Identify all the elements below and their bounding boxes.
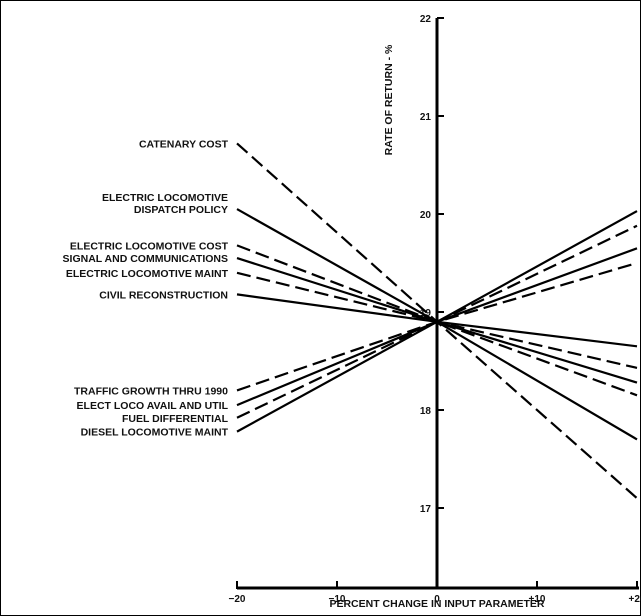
series-label: DISPATCH POLICY bbox=[134, 204, 228, 216]
series-label: ELECTRIC LOCOMOTIVE COST bbox=[70, 240, 229, 252]
series-labels: CATENARY COST ELECTRIC LOCOMOTIVEDISPATCH… bbox=[63, 138, 229, 438]
y-tick-label: 22 bbox=[420, 14, 432, 25]
series-label: CIVIL RECONSTRUCTION bbox=[99, 289, 228, 301]
x-tick-label: 0 bbox=[434, 594, 440, 605]
series-label: FUEL DIFFERENTIAL bbox=[122, 413, 229, 425]
y-tick-label: 19 bbox=[420, 308, 432, 319]
y-tick-label: 21 bbox=[420, 112, 432, 123]
series-label: ELECTRIC LOCOMOTIVE MAINT bbox=[66, 268, 229, 280]
y-tick-label: 20 bbox=[420, 210, 432, 221]
x-tick-label: +20 bbox=[629, 594, 641, 605]
series-label: CATENARY COST bbox=[139, 138, 229, 150]
series-line-10 bbox=[236, 210, 638, 433]
series-label: ELECT LOCO AVAIL AND UTIL bbox=[77, 400, 229, 412]
series-lines bbox=[236, 142, 638, 500]
x-ticks: −20 −10 0 +10 +20 bbox=[229, 581, 641, 605]
y-axis-title: RATE OF RETURN - % bbox=[383, 44, 395, 155]
x-tick-label: −10 bbox=[329, 594, 346, 605]
y-tick-label: 18 bbox=[420, 406, 432, 417]
series-label: TRAFFIC GROWTH THRU 1990 bbox=[74, 385, 228, 397]
series-label: SIGNAL AND COMMUNICATIONS bbox=[63, 253, 228, 265]
y-ticks: 17 18 19 20 21 22 bbox=[420, 14, 444, 515]
series-label: ELECTRIC LOCOMOTIVE bbox=[102, 192, 228, 204]
series-line-3 bbox=[236, 244, 638, 397]
x-axis-title: PERCENT CHANGE IN INPUT PARAMETER bbox=[329, 598, 544, 610]
x-tick-label: −20 bbox=[229, 594, 246, 605]
x-tick-label: +10 bbox=[529, 594, 546, 605]
series-label: DIESEL LOCOMOTIVE MAINT bbox=[81, 427, 229, 439]
y-tick-label: 17 bbox=[420, 504, 432, 515]
